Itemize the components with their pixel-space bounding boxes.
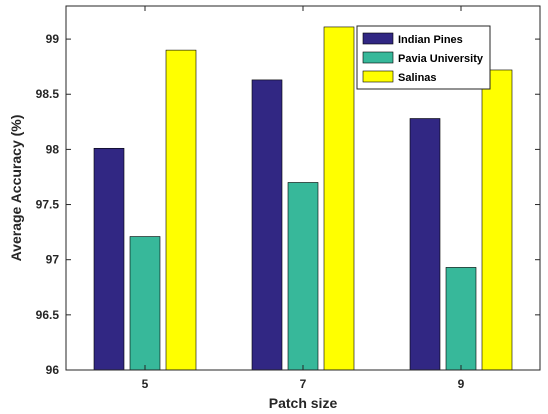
y-tick-label: 96	[46, 363, 60, 377]
y-tick-label: 97.5	[36, 198, 60, 212]
y-tick-label: 98	[46, 142, 60, 156]
bar-salinas-9	[481, 69, 513, 371]
bars-group	[93, 26, 513, 371]
legend-swatch	[362, 51, 394, 64]
y-tick-label: 97	[46, 253, 60, 267]
x-tick-label: 9	[458, 377, 465, 391]
bar-salinas-7	[323, 26, 355, 371]
x-axis-ticks: 5 7 9	[142, 6, 465, 391]
y-tick-label: 98.5	[36, 87, 60, 101]
bar-indian-pines-5	[93, 147, 125, 371]
x-axis-title: Patch size	[269, 395, 338, 411]
bar-pavia-university-9	[445, 267, 477, 371]
bar-salinas-5	[165, 49, 197, 371]
y-axis-title: Average Accuracy (%)	[8, 115, 24, 262]
bar-pavia-university-5	[129, 236, 161, 371]
legend-label: Pavia University	[398, 53, 484, 65]
y-tick-label: 99	[46, 32, 60, 46]
bar-indian-pines-7	[251, 79, 283, 371]
legend-label: Salinas	[398, 72, 437, 84]
x-tick-label: 7	[300, 377, 307, 391]
bar-indian-pines-9	[409, 118, 441, 371]
legend-swatch	[362, 70, 394, 83]
y-tick-label: 96.5	[36, 308, 60, 322]
y-axis-ticks: 96 96.5 97 97.5 98 98.5 99	[36, 32, 540, 377]
legend-label: Indian Pines	[398, 34, 463, 46]
bar-pavia-university-7	[287, 182, 319, 371]
legend: Indian Pines Pavia University Salinas	[356, 25, 491, 90]
legend-swatch	[362, 32, 394, 45]
x-tick-label: 5	[142, 377, 149, 391]
